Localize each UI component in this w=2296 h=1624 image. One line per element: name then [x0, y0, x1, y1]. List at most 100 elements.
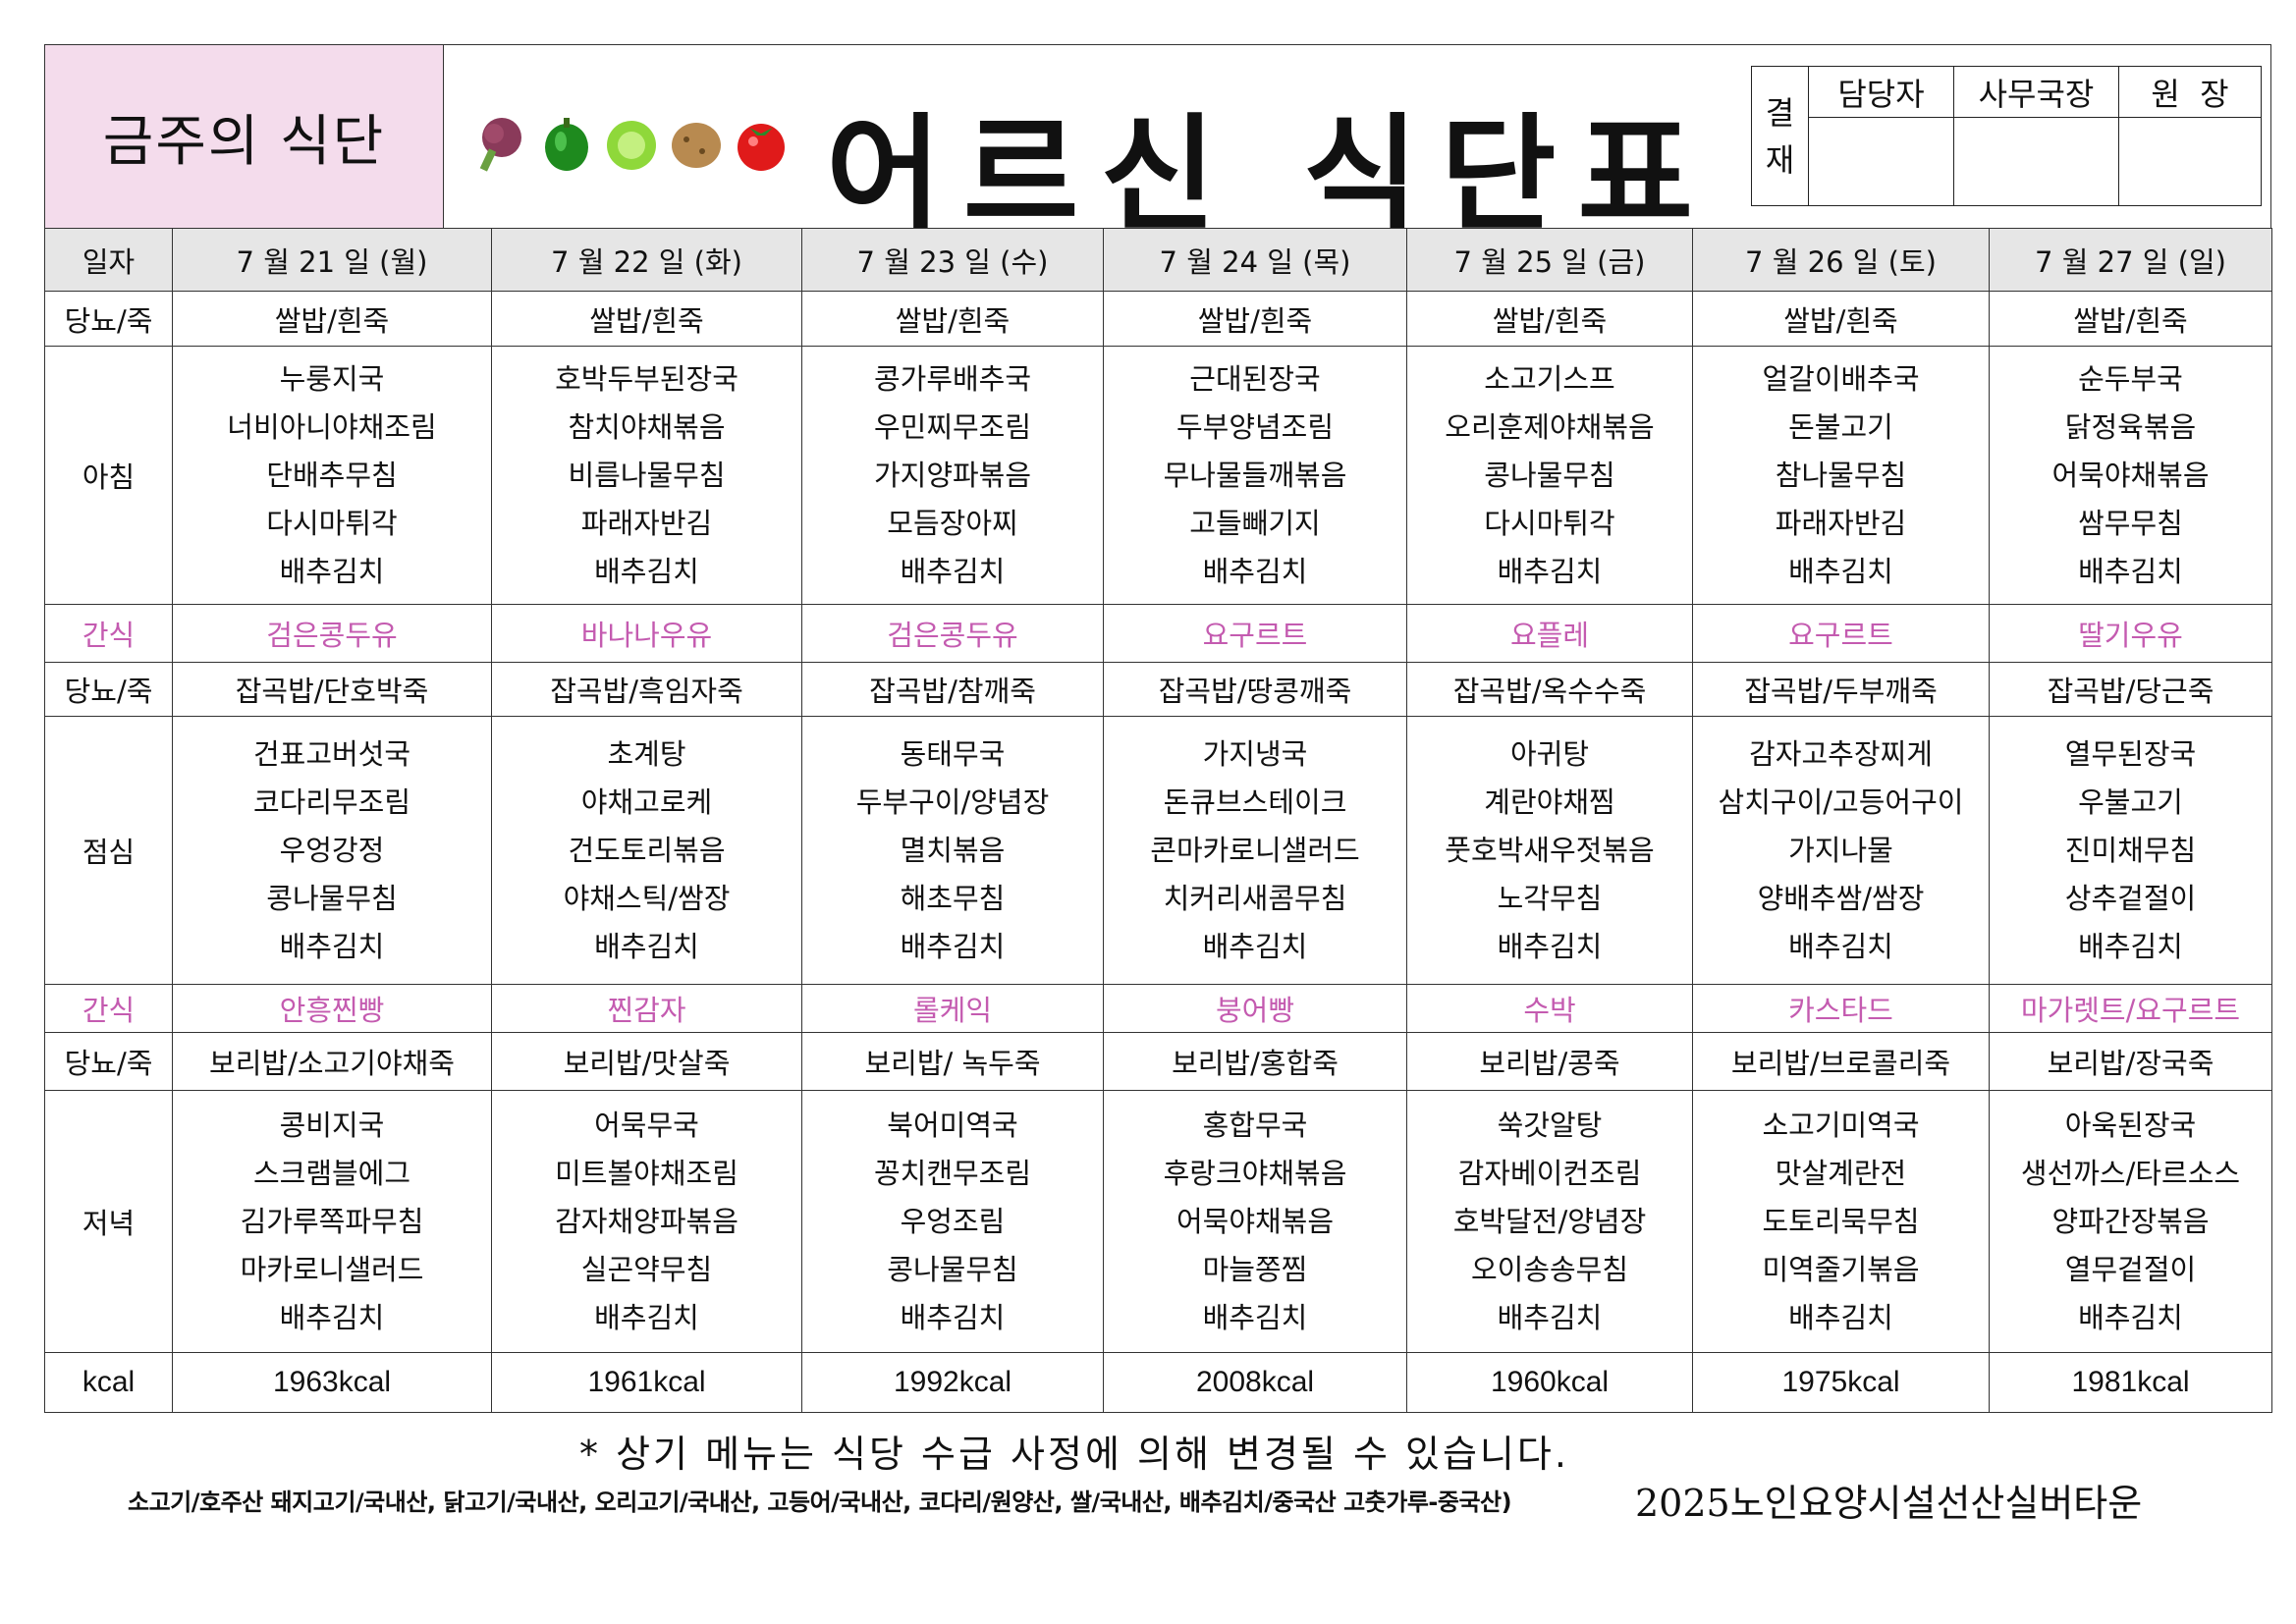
- menu-item: 상추겉절이: [2064, 881, 2197, 915]
- breakfast-menu-cell: 호박두부된장국 참치야채볶음 비름나물무침 파래자반김 배추김치: [491, 346, 802, 605]
- kcal-cell: 1992kcal: [801, 1352, 1104, 1413]
- approval-sign-manager[interactable]: [1953, 117, 2119, 206]
- row-label-snack: 간식: [44, 984, 173, 1033]
- menu-item: 단배추무침: [266, 458, 398, 492]
- menu-item: 도토리묵무침: [1762, 1204, 1920, 1238]
- approval-sign-director[interactable]: [2118, 117, 2262, 206]
- menu-item: 꽁치캔무조림: [873, 1156, 1032, 1190]
- row-snack-pm: 간식 안흥찐빵 찐감자 롤케익 붕어빵 수박 카스타드 마가렛트/요구르트: [44, 984, 2272, 1033]
- breakfast-menu-cell: 소고기스프 오리훈제야채볶음 콩나물무침 다시마튀각 배추김치: [1406, 346, 1693, 605]
- d-breakfast-cell: 쌀밥/흰죽: [1692, 291, 1990, 347]
- menu-item: 열무된장국: [2064, 736, 2197, 771]
- d-dinner-cell: 보리밥/홍합죽: [1103, 1032, 1407, 1091]
- menu-item: 배추김치: [1788, 929, 1893, 963]
- menu-item: 배추김치: [1497, 1300, 1603, 1334]
- snack-pm-cell: 붕어빵: [1103, 984, 1407, 1033]
- menu-item: 생선까스/타르소스: [2020, 1156, 2241, 1190]
- kcal-cell: 1960kcal: [1406, 1352, 1693, 1413]
- lunch-menu-cell: 건표고버섯국 코다리무조림 우엉강정 콩나물무침 배추김치: [172, 716, 492, 985]
- menu-item: 콩가루배추국: [873, 361, 1032, 396]
- menu-item: 우엉강정: [279, 833, 385, 867]
- breakfast-menu-cell: 근대된장국 두부양념조림 무나물들깨볶음 고들빼기지 배추김치: [1103, 346, 1407, 605]
- menu-item: 배추김치: [2078, 1300, 2183, 1334]
- snack-pm-cell: 안흥찐빵: [172, 984, 492, 1033]
- change-notice: * 상기 메뉴는 식당 수급 사정에 의해 변경될 수 있습니다.: [579, 1433, 1569, 1476]
- menu-item: 파래자반김: [1775, 506, 1907, 540]
- menu-item: 오리훈제야채볶음: [1445, 409, 1655, 444]
- d-lunch-cell: 잡곡밥/두부깨죽: [1692, 662, 1990, 717]
- menu-table: 일자 7 월 21 일 (월) 7 월 22 일 (화) 7 월 23 일 (수) 7 …: [44, 228, 2272, 1413]
- snack-pm-cell: 롤케익: [801, 984, 1104, 1033]
- lunch-menu-cell: 초계탕 야채고로케 건도토리볶음 야채스틱/쌈장 배추김치: [491, 716, 802, 985]
- menu-item: 가지양파볶음: [873, 458, 1032, 492]
- menu-item: 파래자반김: [580, 506, 713, 540]
- d-lunch-cell: 잡곡밥/땅콩깨죽: [1103, 662, 1407, 717]
- menu-item: 호박달전/양념장: [1452, 1204, 1647, 1238]
- d-dinner-cell: 보리밥/장국죽: [1989, 1032, 2272, 1091]
- snack-am-cell: 요플레: [1406, 604, 1693, 663]
- approval-sign-staff[interactable]: [1808, 117, 1954, 206]
- lunch-menu-cell: 동태무국 두부구이/양념장 멸치볶음 해초무침 배추김치: [801, 716, 1104, 985]
- page-title: 어르신 식단표: [826, 102, 1716, 248]
- approval-box: 결 재 담당자 사무국장 원 장: [1751, 66, 2262, 206]
- date-cell: 7 월 26 일 (토): [1692, 228, 1990, 292]
- header: 금주의 식단 어르신 식단표 결 재 담당자 사무국장 원 장: [44, 44, 2271, 248]
- menu-item: 배추김치: [900, 929, 1006, 963]
- menu-item: 오이송송무침: [1470, 1252, 1629, 1286]
- menu-item: 근대된장국: [1189, 361, 1321, 396]
- menu-item: 다시마튀각: [266, 506, 398, 540]
- menu-item: 배추김치: [279, 1300, 385, 1334]
- menu-item: 감자채양파볶음: [555, 1204, 738, 1238]
- snack-am-cell: 검은콩두유: [801, 604, 1104, 663]
- row-d-breakfast: 당뇨/죽 쌀밥/흰죽 쌀밥/흰죽 쌀밥/흰죽 쌀밥/흰죽 쌀밥/흰죽 쌀밥/흰죽 쌀밥/흰죽: [44, 291, 2272, 347]
- lunch-menu-cell: 감자고추장찌게 삼치구이/고등어구이 가지나물 양배추쌈/쌈장 배추김치: [1692, 716, 1990, 985]
- breakfast-menu-cell: 누룽지국 너비아니야채조림 단배추무침 다시마튀각 배추김치: [172, 346, 492, 605]
- d-lunch-cell: 잡곡밥/옥수수죽: [1406, 662, 1693, 717]
- menu-item: 콩나물무침: [266, 881, 398, 915]
- date-cell: 7 월 23 일 (수): [801, 228, 1104, 292]
- menu-item: 감자고추장찌게: [1749, 736, 1933, 771]
- snack-pm-cell: 수박: [1406, 984, 1693, 1033]
- snack-pm-cell: 찐감자: [491, 984, 802, 1033]
- dinner-menu-cell: 북어미역국 꽁치캔무조림 우엉조림 콩나물무침 배추김치: [801, 1090, 1104, 1353]
- lunch-menu-cell: 열무된장국 우불고기 진미채무침 상추겉절이 배추김치: [1989, 716, 2272, 985]
- date-cell: 7 월 25 일 (금): [1406, 228, 1693, 292]
- menu-item: 노각무침: [1497, 881, 1603, 915]
- d-dinner-cell: 보리밥/소고기야채죽: [172, 1032, 492, 1091]
- d-breakfast-cell: 쌀밥/흰죽: [172, 291, 492, 347]
- menu-item: 닭정육볶음: [2064, 409, 2197, 444]
- menu-item: 어묵야채볶음: [2051, 458, 2210, 492]
- row-label-diabetes: 당뇨/죽: [44, 662, 173, 717]
- menu-item: 돈큐브스테이크: [1163, 785, 1347, 819]
- d-breakfast-cell: 쌀밥/흰죽: [491, 291, 802, 347]
- menu-item: 너비아니야채조림: [227, 409, 437, 444]
- breakfast-menu-cell: 순두부국 닭정육볶음 어묵야채볶음 쌈무무침 배추김치: [1989, 346, 2272, 605]
- menu-item: 해초무침: [900, 881, 1006, 915]
- row-snack-am: 간식 검은콩두유 바나나우유 검은콩두유 요구르트 요플레 요구르트 딸기우유: [44, 604, 2272, 663]
- menu-item: 동태무국: [900, 736, 1006, 771]
- menu-item: 참치야채볶음: [568, 409, 726, 444]
- menu-item: 가지나물: [1788, 833, 1893, 867]
- dinner-menu-cell: 쑥갓알탕 감자베이컨조림 호박달전/양념장 오이송송무침 배추김치: [1406, 1090, 1693, 1353]
- menu-item: 호박두부된장국: [555, 361, 738, 396]
- menu-item: 미트볼야채조림: [555, 1156, 738, 1190]
- menu-item: 아욱된장국: [2064, 1108, 2197, 1142]
- approval-col-staff: 담당자: [1808, 66, 1954, 118]
- dinner-menu-cell: 어묵무국 미트볼야채조림 감자채양파볶음 실곤약무침 배추김치: [491, 1090, 802, 1353]
- row-lunch: 점심 건표고버섯국 코다리무조림 우엉강정 콩나물무침 배추김치 초계탕 야채고로케 건도토리볶…: [44, 716, 2272, 985]
- d-dinner-cell: 보리밥/브로콜리죽: [1692, 1032, 1990, 1091]
- menu-item: 고들빼기지: [1189, 506, 1321, 540]
- menu-item: 계란야채찜: [1484, 785, 1615, 819]
- lunch-menu-cell: 가지냉국 돈큐브스테이크 콘마카로니샐러드 치커리새콤무침 배추김치: [1103, 716, 1407, 985]
- row-d-lunch: 당뇨/죽 잡곡밥/단호박죽 잡곡밥/흑임자죽 잡곡밥/참깨죽 잡곡밥/땅콩깨죽 잡곡밥/옥…: [44, 662, 2272, 717]
- menu-item: 풋호박새우젓볶음: [1445, 833, 1655, 867]
- menu-item: 누룽지국: [279, 361, 385, 396]
- breakfast-menu-cell: 얼갈이배추국 돈불고기 참나물무침 파래자반김 배추김치: [1692, 346, 1990, 605]
- menu-item: 비름나물무침: [568, 458, 726, 492]
- menu-item: 우엉조림: [900, 1204, 1006, 1238]
- menu-item: 맛살계란전: [1775, 1156, 1907, 1190]
- organization-name: 2025노인요양시설선산실버타운: [1635, 1482, 2143, 1525]
- menu-item: 콩나물무침: [887, 1252, 1018, 1286]
- menu-item: 열무겉절이: [2064, 1252, 2197, 1286]
- menu-item: 건표고버섯국: [252, 736, 411, 771]
